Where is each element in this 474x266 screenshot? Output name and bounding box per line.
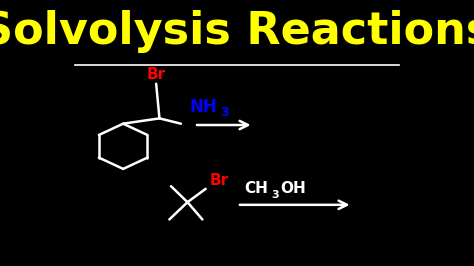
Text: Br: Br — [146, 67, 166, 82]
Text: CH: CH — [245, 181, 268, 196]
Text: 3: 3 — [272, 189, 279, 200]
Text: Solvolysis Reactions: Solvolysis Reactions — [0, 10, 474, 53]
Text: NH: NH — [190, 98, 217, 116]
Text: OH: OH — [280, 181, 306, 196]
Text: Br: Br — [210, 173, 229, 188]
Text: 3: 3 — [220, 106, 229, 119]
